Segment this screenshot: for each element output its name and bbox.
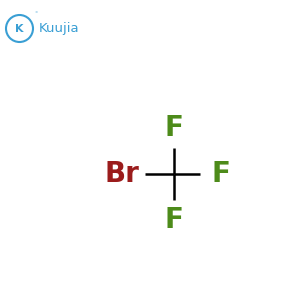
Text: °: °	[35, 11, 38, 16]
Text: Kuujia: Kuujia	[38, 22, 79, 35]
Text: K: K	[15, 23, 24, 34]
Text: F: F	[165, 206, 183, 235]
Text: F: F	[211, 160, 230, 188]
Text: Br: Br	[104, 160, 139, 188]
Text: F: F	[165, 113, 183, 142]
